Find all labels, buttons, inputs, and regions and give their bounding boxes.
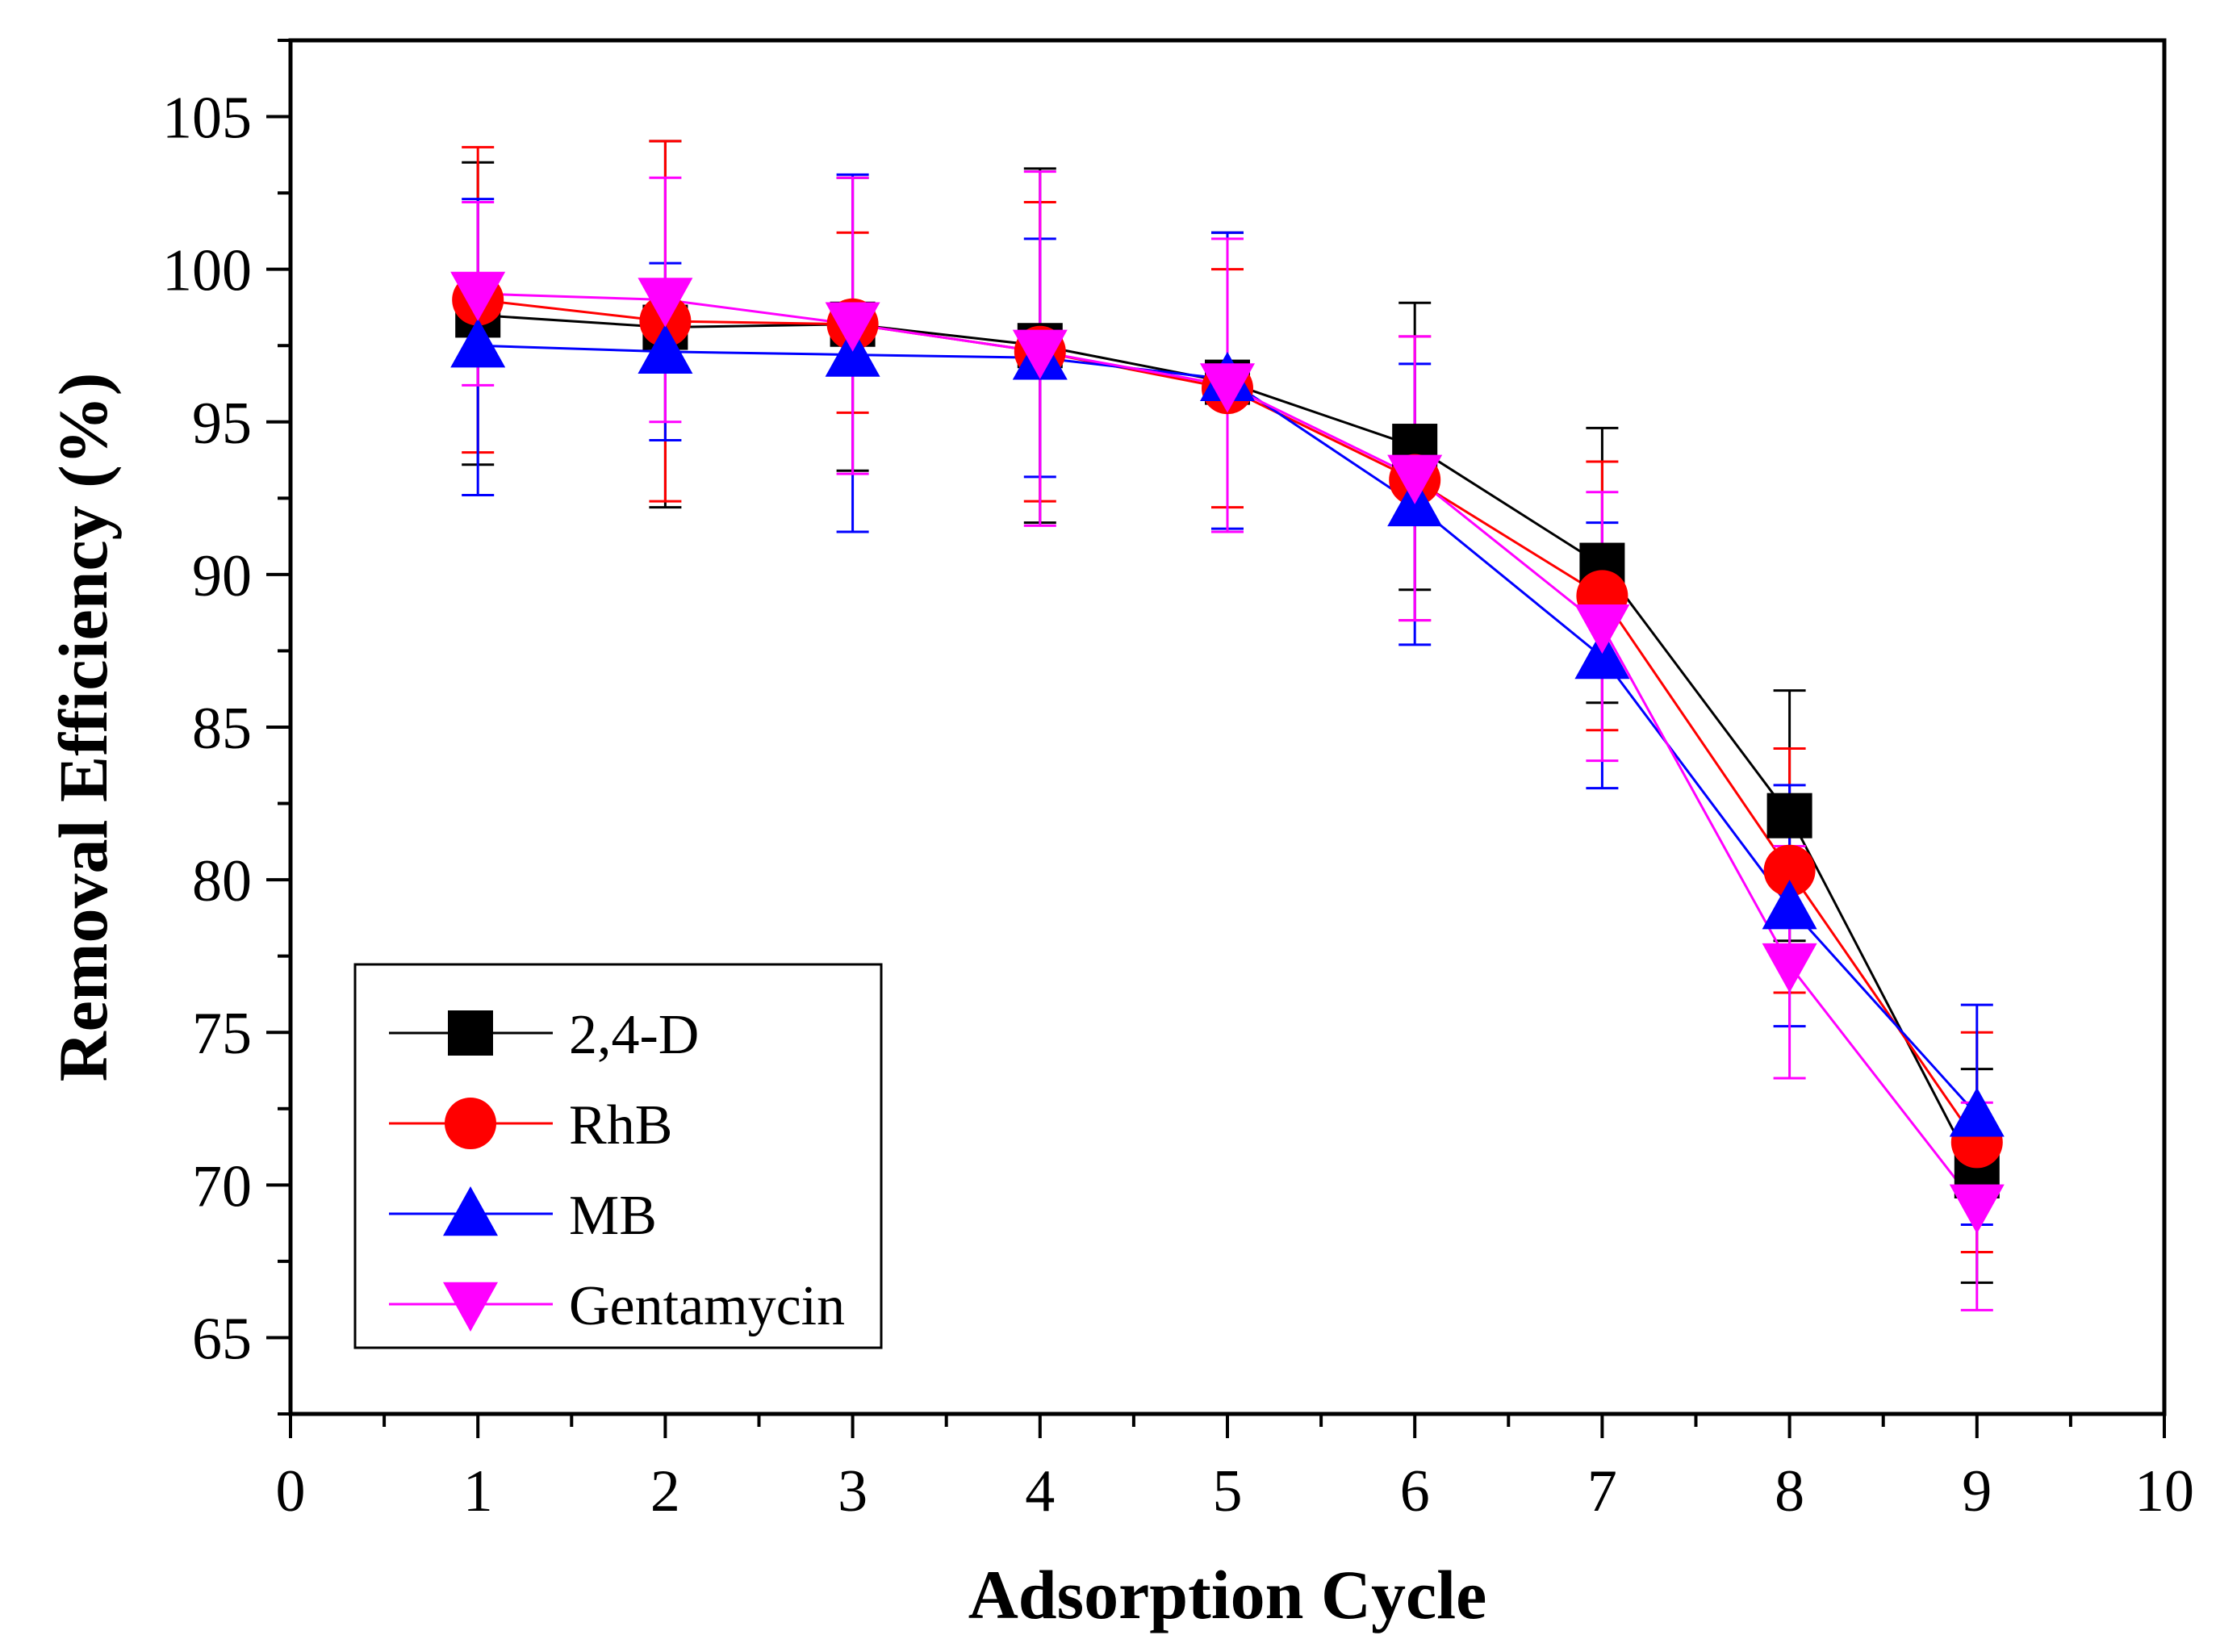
x-tick-label: 0 bbox=[276, 1458, 306, 1524]
y-tick-label: 95 bbox=[192, 391, 252, 457]
y-tick-label: 80 bbox=[192, 848, 252, 914]
legend-label: RhB bbox=[569, 1094, 672, 1156]
legend-label: 2,4-D bbox=[569, 1004, 699, 1066]
data-point bbox=[1762, 943, 1817, 993]
x-axis-title: Adsorption Cycle bbox=[968, 1556, 1487, 1633]
y-tick-label: 75 bbox=[192, 1001, 252, 1067]
y-tick-label: 100 bbox=[162, 238, 252, 304]
x-tick-label: 6 bbox=[1400, 1458, 1430, 1524]
y-tick-label: 65 bbox=[192, 1306, 252, 1372]
y-tick-label: 70 bbox=[192, 1153, 252, 1219]
data-point bbox=[638, 278, 693, 328]
ticks: 0 1 2 3 4 5 6 7 8 9 10 65 70 75 80 85 90 95 100 105 bbox=[162, 39, 2194, 1524]
y-axis-title: Removal Efficiency (%) bbox=[44, 373, 122, 1082]
x-tick-label: 4 bbox=[1025, 1458, 1055, 1524]
data-point bbox=[1949, 1087, 2005, 1137]
data-point bbox=[1012, 329, 1068, 379]
y-tick-label: 105 bbox=[162, 86, 252, 152]
x-tick-label: 9 bbox=[1962, 1458, 1992, 1524]
data-point bbox=[638, 324, 693, 374]
x-tick-label: 2 bbox=[650, 1458, 680, 1524]
data-point bbox=[825, 302, 880, 352]
x-tick-label: 10 bbox=[2134, 1458, 2194, 1524]
markers-gentamycin bbox=[450, 271, 2005, 1234]
data-point bbox=[1387, 454, 1443, 504]
data-point bbox=[1762, 880, 1817, 930]
data-point bbox=[1766, 793, 1812, 839]
x-tick-label: 5 bbox=[1213, 1458, 1243, 1524]
data-point bbox=[1574, 604, 1630, 655]
legend-marker bbox=[445, 1098, 496, 1149]
data-point bbox=[1949, 1184, 2005, 1234]
y-tick-label: 90 bbox=[192, 543, 252, 609]
legend-marker bbox=[443, 1186, 498, 1236]
legend-marker bbox=[448, 1010, 493, 1056]
legend-label: Gentamycin bbox=[569, 1275, 845, 1337]
legend-label: MB bbox=[569, 1185, 657, 1247]
y-tick-label: 85 bbox=[192, 696, 252, 762]
legend-box bbox=[353, 963, 883, 1349]
legend-marker bbox=[443, 1282, 498, 1332]
data-point bbox=[450, 318, 506, 368]
data-point bbox=[1763, 844, 1816, 897]
data-layer bbox=[450, 140, 2005, 1311]
x-tick-label: 7 bbox=[1587, 1458, 1617, 1524]
legend: 2,4-D RhB MB Gentamycin bbox=[353, 963, 883, 1349]
x-tick-label: 8 bbox=[1775, 1458, 1804, 1524]
x-tick-label: 3 bbox=[838, 1458, 868, 1524]
data-point bbox=[450, 271, 506, 321]
data-point bbox=[825, 327, 880, 377]
x-tick-label: 1 bbox=[463, 1458, 493, 1524]
data-point bbox=[1574, 629, 1630, 680]
data-point bbox=[1200, 363, 1255, 413]
